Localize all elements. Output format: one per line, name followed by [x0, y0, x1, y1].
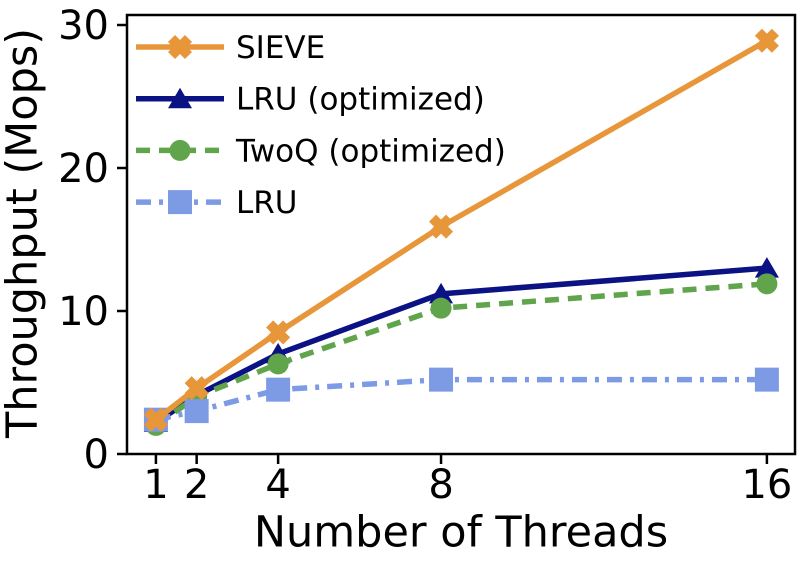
legend: SIEVE LRU (optimized) TwoQ (optimized) LRU	[136, 30, 506, 221]
legend-marker-circle	[169, 139, 191, 161]
series-lru-optimized	[143, 257, 779, 433]
legend-marker-x	[167, 34, 193, 60]
triangle-marker-shape	[168, 87, 192, 109]
data-point-sieve	[754, 28, 779, 53]
square-marker-shape	[184, 399, 209, 424]
data-point-lru	[266, 377, 291, 402]
y-tick-label: 30	[58, 3, 109, 49]
x-marker-stroke	[184, 376, 209, 401]
x-axis-title: Number of Threads	[253, 507, 669, 558]
y-tick-label: 0	[84, 432, 109, 478]
series-line-twoq-optimized	[154, 281, 768, 428]
data-point-lru	[429, 367, 454, 392]
y-axis-title: Throughput (Mops)	[0, 27, 48, 439]
x-tick-label: 16	[741, 462, 792, 508]
data-point-twoq-optimized	[267, 353, 289, 375]
x-marker-stroke	[143, 407, 168, 432]
data-point-twoq-optimized	[756, 273, 778, 295]
y-tick-label: 20	[58, 146, 109, 192]
data-point-sieve	[143, 407, 168, 432]
data-point-sieve	[266, 320, 291, 345]
series-sieve	[143, 28, 779, 432]
square-marker-shape	[266, 377, 291, 402]
circle-marker-shape	[169, 139, 191, 161]
legend-label: SIEVE	[236, 30, 325, 66]
legend-item-twoq-optimized: TwoQ (optimized)	[136, 133, 506, 169]
circle-marker-shape	[430, 297, 452, 319]
data-point-sieve	[429, 214, 454, 239]
legend-item-sieve: SIEVE	[136, 30, 325, 66]
data-point-sieve	[184, 376, 209, 401]
legend-item-lru-optimized: LRU (optimized)	[136, 82, 485, 118]
x-tick-label: 1	[143, 462, 168, 508]
x-marker-stroke	[167, 34, 193, 60]
x-marker-stroke	[754, 28, 779, 53]
legend-marker-square	[168, 190, 192, 215]
legend-label: TwoQ (optimized)	[235, 133, 506, 169]
data-point-lru	[754, 367, 779, 392]
x-marker-stroke	[266, 320, 291, 345]
legend-label: LRU	[236, 185, 298, 221]
circle-marker-shape	[267, 353, 289, 375]
circle-marker-shape	[756, 273, 778, 295]
data-point-lru-optimized	[429, 282, 454, 304]
square-marker-shape	[168, 190, 192, 215]
legend-marker-triangle	[168, 87, 192, 109]
data-point-lru-optimized	[754, 257, 779, 278]
square-marker-shape	[754, 367, 779, 392]
x-tick-label: 8	[428, 462, 453, 508]
plot-frame	[125, 13, 797, 456]
data-point-twoq-optimized	[430, 297, 452, 319]
data-point-lru	[184, 399, 209, 424]
legend-label: LRU (optimized)	[236, 82, 485, 118]
series-line-lru	[155, 376, 767, 423]
legend-item-lru: LRU	[136, 185, 298, 221]
series-twoq-optimized	[145, 273, 778, 436]
x-tick-label: 4	[265, 462, 290, 508]
x-tick-label: 2	[184, 462, 209, 508]
triangle-marker-shape	[429, 282, 454, 304]
triangle-marker-shape	[754, 257, 779, 278]
x-marker-stroke	[429, 214, 454, 239]
square-marker-shape	[429, 367, 454, 392]
y-tick-label: 10	[58, 289, 109, 335]
